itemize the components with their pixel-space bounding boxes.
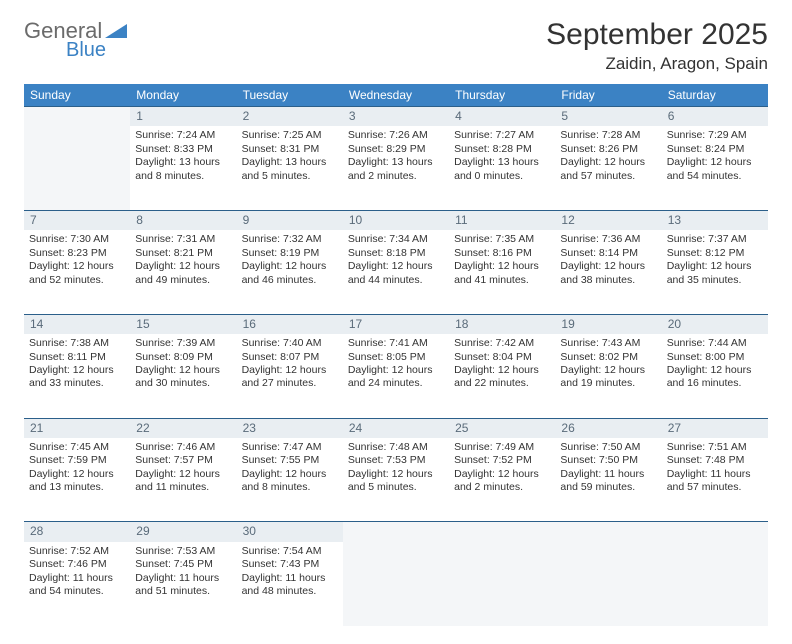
day-number	[449, 522, 555, 542]
weekday-header: Sunday	[24, 84, 130, 107]
day-cell: Sunrise: 7:26 AMSunset: 8:29 PMDaylight:…	[343, 126, 449, 210]
weekday-header: Tuesday	[237, 84, 343, 107]
day-number-row: 14151617181920	[24, 314, 768, 334]
weekday-header: Wednesday	[343, 84, 449, 107]
day-cell: Sunrise: 7:40 AMSunset: 8:07 PMDaylight:…	[237, 334, 343, 418]
day-cell: Sunrise: 7:53 AMSunset: 7:45 PMDaylight:…	[130, 542, 236, 626]
day-number: 8	[130, 210, 236, 230]
day-cell: Sunrise: 7:24 AMSunset: 8:33 PMDaylight:…	[130, 126, 236, 210]
day-cell: Sunrise: 7:51 AMSunset: 7:48 PMDaylight:…	[662, 438, 768, 522]
day-number: 19	[555, 314, 661, 334]
day-number	[662, 522, 768, 542]
day-number: 9	[237, 210, 343, 230]
day-cell: Sunrise: 7:42 AMSunset: 8:04 PMDaylight:…	[449, 334, 555, 418]
day-cell: Sunrise: 7:47 AMSunset: 7:55 PMDaylight:…	[237, 438, 343, 522]
day-cell: Sunrise: 7:27 AMSunset: 8:28 PMDaylight:…	[449, 126, 555, 210]
day-cell: Sunrise: 7:31 AMSunset: 8:21 PMDaylight:…	[130, 230, 236, 314]
day-cell	[662, 542, 768, 626]
day-number: 21	[24, 418, 130, 438]
day-content-row: Sunrise: 7:30 AMSunset: 8:23 PMDaylight:…	[24, 230, 768, 314]
day-number: 4	[449, 107, 555, 127]
day-cell: Sunrise: 7:44 AMSunset: 8:00 PMDaylight:…	[662, 334, 768, 418]
location-subtitle: Zaidin, Aragon, Spain	[546, 54, 768, 74]
logo-triangle-icon	[105, 18, 127, 44]
weekday-header: Thursday	[449, 84, 555, 107]
day-cell: Sunrise: 7:25 AMSunset: 8:31 PMDaylight:…	[237, 126, 343, 210]
day-cell	[555, 542, 661, 626]
logo-block: General Blue	[24, 18, 127, 62]
day-cell: Sunrise: 7:29 AMSunset: 8:24 PMDaylight:…	[662, 126, 768, 210]
day-cell: Sunrise: 7:34 AMSunset: 8:18 PMDaylight:…	[343, 230, 449, 314]
day-number	[343, 522, 449, 542]
day-number: 22	[130, 418, 236, 438]
day-number-row: 78910111213	[24, 210, 768, 230]
day-cell: Sunrise: 7:49 AMSunset: 7:52 PMDaylight:…	[449, 438, 555, 522]
day-number: 24	[343, 418, 449, 438]
day-number: 10	[343, 210, 449, 230]
day-number: 25	[449, 418, 555, 438]
title-block: September 2025 Zaidin, Aragon, Spain	[546, 18, 768, 74]
day-number: 27	[662, 418, 768, 438]
day-content-row: Sunrise: 7:24 AMSunset: 8:33 PMDaylight:…	[24, 126, 768, 210]
day-content-row: Sunrise: 7:45 AMSunset: 7:59 PMDaylight:…	[24, 438, 768, 522]
page-title: September 2025	[546, 18, 768, 52]
day-cell: Sunrise: 7:38 AMSunset: 8:11 PMDaylight:…	[24, 334, 130, 418]
day-number: 5	[555, 107, 661, 127]
header: General Blue September 2025 Zaidin, Arag…	[24, 18, 768, 74]
weekday-header: Monday	[130, 84, 236, 107]
day-cell: Sunrise: 7:52 AMSunset: 7:46 PMDaylight:…	[24, 542, 130, 626]
weekday-header: Saturday	[662, 84, 768, 107]
day-number: 11	[449, 210, 555, 230]
day-number-row: 21222324252627	[24, 418, 768, 438]
day-number: 16	[237, 314, 343, 334]
day-cell: Sunrise: 7:54 AMSunset: 7:43 PMDaylight:…	[237, 542, 343, 626]
day-cell: Sunrise: 7:28 AMSunset: 8:26 PMDaylight:…	[555, 126, 661, 210]
day-number: 26	[555, 418, 661, 438]
day-number: 14	[24, 314, 130, 334]
day-cell: Sunrise: 7:50 AMSunset: 7:50 PMDaylight:…	[555, 438, 661, 522]
day-number: 13	[662, 210, 768, 230]
day-cell: Sunrise: 7:35 AMSunset: 8:16 PMDaylight:…	[449, 230, 555, 314]
day-number: 2	[237, 107, 343, 127]
day-number: 6	[662, 107, 768, 127]
day-cell: Sunrise: 7:48 AMSunset: 7:53 PMDaylight:…	[343, 438, 449, 522]
day-number: 18	[449, 314, 555, 334]
day-number: 1	[130, 107, 236, 127]
day-cell: Sunrise: 7:46 AMSunset: 7:57 PMDaylight:…	[130, 438, 236, 522]
day-cell: Sunrise: 7:36 AMSunset: 8:14 PMDaylight:…	[555, 230, 661, 314]
day-content-row: Sunrise: 7:38 AMSunset: 8:11 PMDaylight:…	[24, 334, 768, 418]
weekday-header-row: Sunday Monday Tuesday Wednesday Thursday…	[24, 84, 768, 107]
day-cell: Sunrise: 7:32 AMSunset: 8:19 PMDaylight:…	[237, 230, 343, 314]
day-content-row: Sunrise: 7:52 AMSunset: 7:46 PMDaylight:…	[24, 542, 768, 626]
calendar-table: Sunday Monday Tuesday Wednesday Thursday…	[24, 84, 768, 626]
day-number: 17	[343, 314, 449, 334]
day-number: 29	[130, 522, 236, 542]
day-number: 15	[130, 314, 236, 334]
day-number	[24, 107, 130, 127]
day-number-row: 123456	[24, 107, 768, 127]
day-number: 30	[237, 522, 343, 542]
weekday-header: Friday	[555, 84, 661, 107]
day-number: 23	[237, 418, 343, 438]
day-number: 7	[24, 210, 130, 230]
day-number: 28	[24, 522, 130, 542]
day-cell: Sunrise: 7:30 AMSunset: 8:23 PMDaylight:…	[24, 230, 130, 314]
day-number: 3	[343, 107, 449, 127]
day-number	[555, 522, 661, 542]
day-cell: Sunrise: 7:43 AMSunset: 8:02 PMDaylight:…	[555, 334, 661, 418]
day-cell: Sunrise: 7:37 AMSunset: 8:12 PMDaylight:…	[662, 230, 768, 314]
day-cell	[449, 542, 555, 626]
day-number-row: 282930	[24, 522, 768, 542]
day-number: 12	[555, 210, 661, 230]
day-cell: Sunrise: 7:41 AMSunset: 8:05 PMDaylight:…	[343, 334, 449, 418]
day-number: 20	[662, 314, 768, 334]
day-cell	[343, 542, 449, 626]
day-cell: Sunrise: 7:39 AMSunset: 8:09 PMDaylight:…	[130, 334, 236, 418]
day-cell	[24, 126, 130, 210]
day-cell: Sunrise: 7:45 AMSunset: 7:59 PMDaylight:…	[24, 438, 130, 522]
